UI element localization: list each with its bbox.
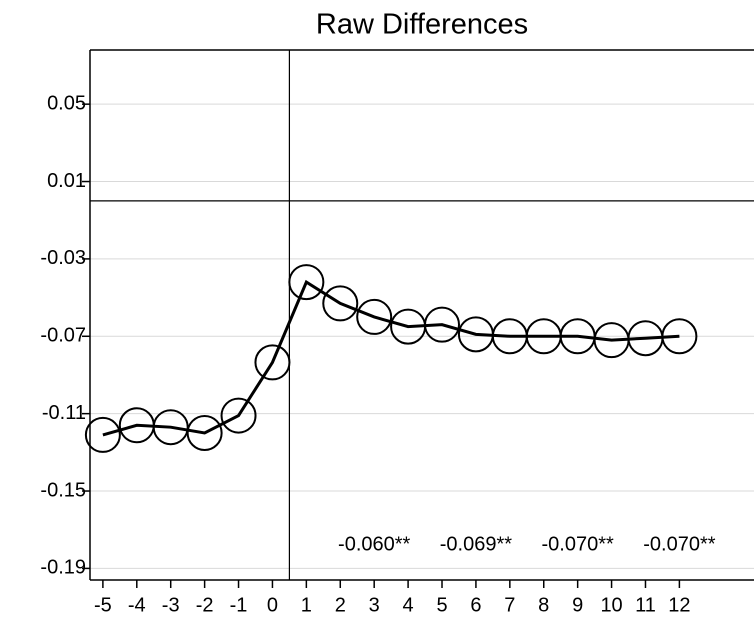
point-marker xyxy=(356,298,393,335)
y-tick-label: -0.07 xyxy=(40,325,86,347)
x-tick-label: 5 xyxy=(436,594,447,616)
x-tick-label: -4 xyxy=(128,594,146,616)
series-line xyxy=(102,279,680,437)
y-tick-label: -0.11 xyxy=(42,402,86,424)
annotation: -0.060** xyxy=(338,533,410,555)
annotation: -0.070** xyxy=(542,533,614,555)
y-tick-label: 0.05 xyxy=(47,92,86,114)
x-tick-label: 7 xyxy=(504,594,515,616)
x-tick-label: 0 xyxy=(267,594,278,616)
x-tick-label: 9 xyxy=(572,594,583,616)
y-tick-label: -0.19 xyxy=(40,557,86,579)
point-marker xyxy=(424,306,461,343)
x-tick-label: 8 xyxy=(538,594,549,616)
y-tick-label: -0.03 xyxy=(40,247,86,269)
x-tick-label: 2 xyxy=(335,594,346,616)
x-tick-label: 1 xyxy=(301,594,312,616)
point-marker xyxy=(661,318,698,355)
point-marker xyxy=(84,416,121,453)
annotation: -0.070** xyxy=(643,533,715,555)
x-tick-label: 4 xyxy=(403,594,414,616)
x-tick-label: -2 xyxy=(196,594,214,616)
x-tick-label: 12 xyxy=(668,594,690,616)
x-tick-label: -5 xyxy=(94,594,112,616)
y-tick-label: 0.01 xyxy=(47,170,86,192)
x-tick-label: 11 xyxy=(635,594,656,616)
x-tick-label: -3 xyxy=(162,594,180,616)
x-tick-label: 6 xyxy=(470,594,481,616)
chart-title: Raw Differences xyxy=(316,9,528,41)
point-marker xyxy=(186,414,223,451)
point-marker xyxy=(288,264,325,301)
y-tick-label: -0.15 xyxy=(40,479,86,501)
point-marker xyxy=(254,344,291,381)
annotation: -0.069** xyxy=(440,533,512,555)
point-marker xyxy=(322,285,359,322)
point-marker xyxy=(220,397,257,434)
x-tick-label: -1 xyxy=(230,594,248,616)
x-tick-label: 3 xyxy=(369,594,380,616)
x-tick-label: 10 xyxy=(600,594,622,616)
